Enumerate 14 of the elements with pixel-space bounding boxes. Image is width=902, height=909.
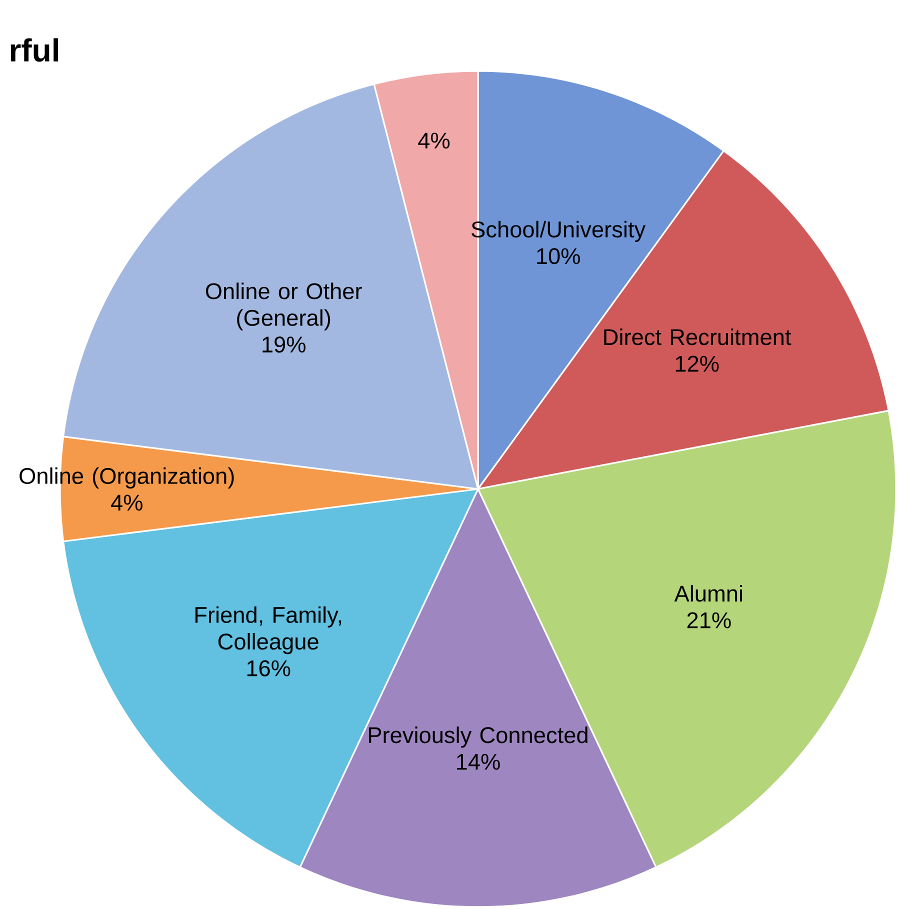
data-label: 14% [457, 754, 500, 770]
data-label: 4% [418, 132, 450, 149]
slice-label: Alumni [674, 585, 742, 602]
data-label: 12% [676, 356, 719, 372]
data-label: 19% [262, 336, 306, 353]
data-label: 16% [247, 660, 290, 676]
data-label: 4% [111, 494, 142, 511]
data-label: 10% [537, 248, 580, 264]
slice-label: Online or Other (General) [206, 282, 362, 330]
slice-label: Previously Connected [368, 726, 588, 748]
data-label: 21% [687, 612, 731, 628]
chart-title: rful [10, 38, 58, 62]
slice-label: Friend, Family, Colleague [195, 606, 342, 654]
slice-label: Direct Recruitment [604, 328, 792, 346]
